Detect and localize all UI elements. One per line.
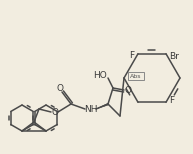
Polygon shape bbox=[96, 103, 108, 109]
Text: O: O bbox=[57, 83, 63, 93]
Text: Abs: Abs bbox=[130, 73, 142, 79]
Text: O: O bbox=[52, 107, 58, 116]
Text: HO: HO bbox=[93, 71, 107, 79]
Text: F: F bbox=[130, 51, 135, 60]
Text: NH: NH bbox=[84, 105, 98, 113]
Text: F: F bbox=[169, 96, 174, 105]
Text: O: O bbox=[124, 85, 131, 95]
Text: Br: Br bbox=[169, 52, 179, 61]
